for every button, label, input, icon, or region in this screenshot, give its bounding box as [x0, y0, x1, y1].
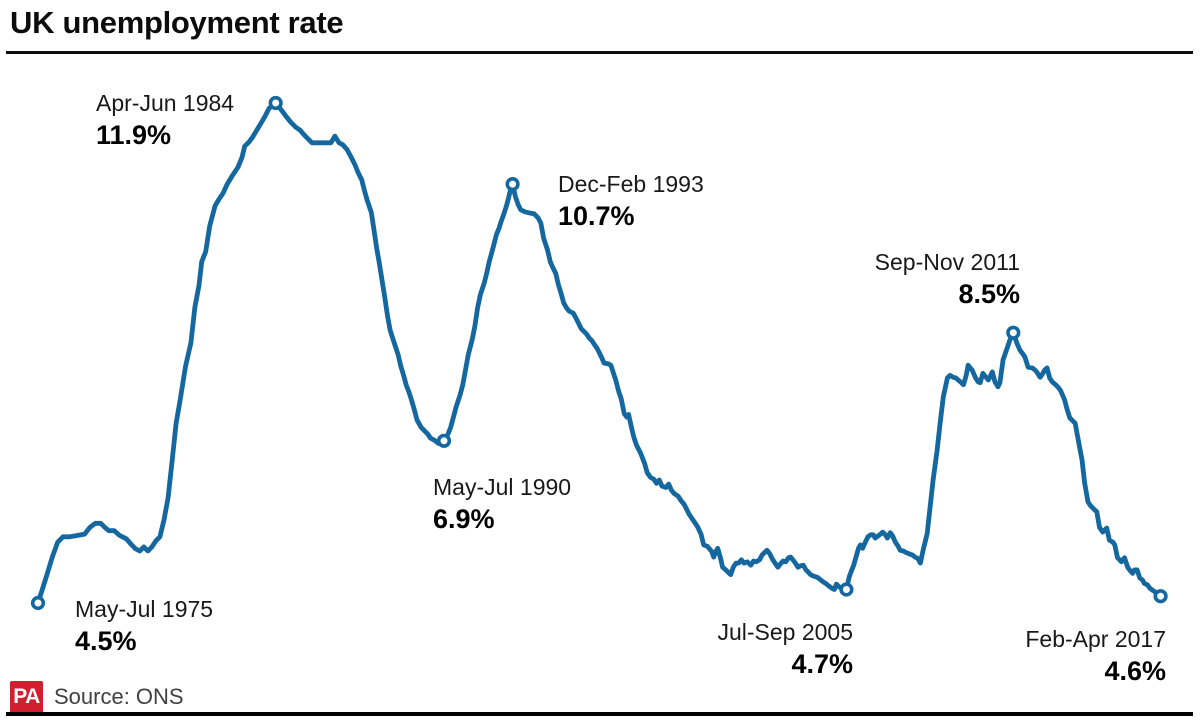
- data-point-marker: [505, 177, 520, 192]
- page-title: UK unemployment rate: [10, 5, 344, 40]
- annotation-value: 6.9%: [433, 504, 495, 534]
- annotation-date: Dec-Feb 1993: [558, 171, 704, 197]
- data-point-marker: [268, 95, 283, 111]
- unemployment-line: [35, 100, 1163, 606]
- annotation-value: 4.7%: [791, 649, 853, 679]
- chart-annotation: May-Jul 1975 4.5%: [75, 594, 213, 658]
- annotation-date: Feb-Apr 2017: [1025, 626, 1166, 652]
- data-point-marker: [839, 582, 854, 597]
- annotation-value: 10.7%: [558, 201, 635, 231]
- annotation-value: 11.9%: [96, 120, 172, 150]
- markers: [30, 95, 1168, 611]
- chart-annotation: May-Jul 1990 6.9%: [433, 472, 571, 536]
- annotation-date: Jul-Sep 2005: [717, 619, 853, 645]
- data-point-marker: [1006, 325, 1021, 340]
- data-point-marker: [436, 433, 452, 448]
- annotation-value: 4.6%: [1104, 656, 1166, 686]
- data-point-marker: [1153, 589, 1168, 604]
- data-point-marker: [30, 595, 46, 611]
- pa-logo-text: PA: [13, 685, 40, 708]
- chart-annotation: Jul-Sep 2005 4.7%: [717, 617, 853, 681]
- annotation-date: Sep-Nov 2011: [874, 249, 1020, 275]
- title-divider: [6, 51, 1193, 54]
- annotation-date: Apr-Jun 1984: [96, 90, 235, 116]
- chart-annotation: Dec-Feb 1993 10.7%: [558, 169, 704, 233]
- annotation-value: 4.5%: [75, 626, 137, 656]
- annotation-date: May-Jul 1975: [75, 596, 214, 622]
- chart-annotation: Feb-Apr 2017 4.6%: [1025, 624, 1166, 688]
- source-label: Source: ONS: [54, 684, 184, 709]
- chart-annotation: Sep-Nov 2011 8.5%: [875, 247, 1020, 311]
- annotation-date: May-Jul 1990: [433, 474, 572, 500]
- bottom-divider: [6, 712, 1193, 716]
- annotation-value: 8.5%: [958, 279, 1020, 309]
- pa-logo: PA: [10, 681, 43, 713]
- chart-annotation: Apr-Jun 1984 11.9%: [96, 88, 234, 152]
